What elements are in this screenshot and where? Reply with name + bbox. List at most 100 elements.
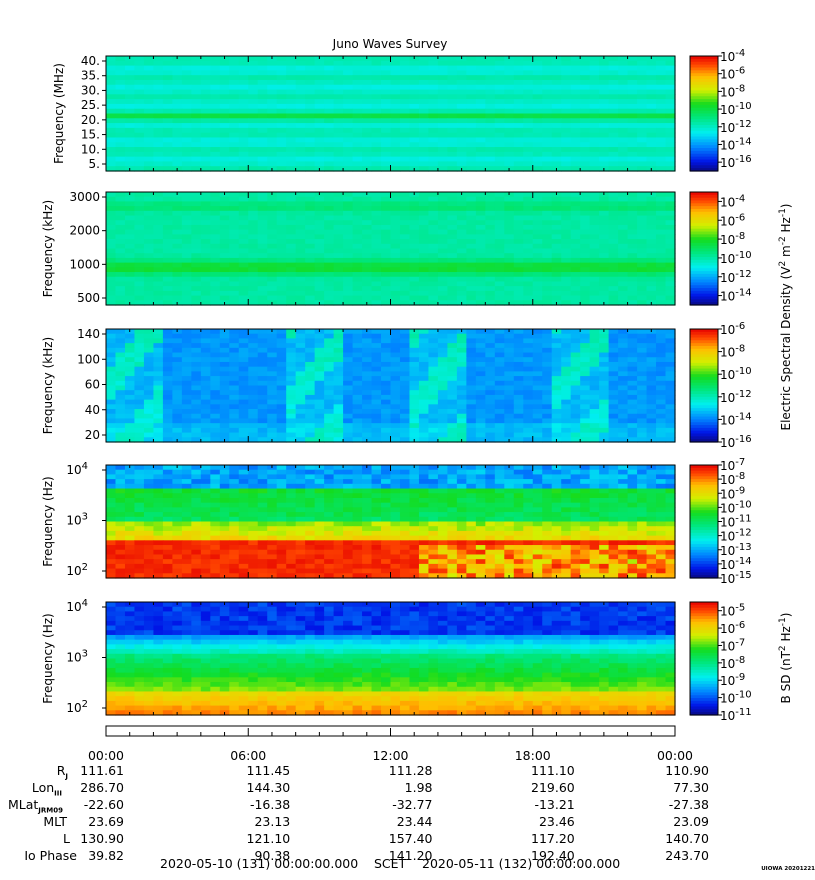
spectrogram-cell bbox=[295, 413, 306, 420]
spectrogram-cell bbox=[219, 127, 230, 134]
colorbar-segment bbox=[690, 379, 718, 384]
spectrogram-cell bbox=[172, 201, 183, 207]
spectrogram-cell bbox=[428, 286, 439, 292]
spectrogram-cell bbox=[618, 94, 629, 100]
spectrogram-cell bbox=[542, 427, 553, 434]
spectrogram-cell bbox=[494, 338, 505, 344]
spectrogram-cell bbox=[200, 75, 211, 81]
spectrogram-cell bbox=[381, 474, 392, 480]
spectrogram-cell bbox=[399, 343, 411, 349]
spectrogram-cell bbox=[589, 84, 600, 91]
spectrogram-cell bbox=[381, 99, 392, 105]
spectrogram-cell bbox=[314, 147, 325, 153]
spectrogram-cell bbox=[637, 267, 648, 273]
spectrogram-cell bbox=[456, 376, 467, 382]
spectrogram-cell bbox=[191, 137, 202, 143]
spectrogram-cell bbox=[314, 220, 325, 226]
spectrogram-cell bbox=[561, 423, 572, 429]
spectrogram-cell bbox=[248, 390, 259, 396]
spectrogram-cell bbox=[513, 127, 524, 134]
spectrogram-cell bbox=[181, 290, 192, 297]
spectrogram-cell bbox=[210, 89, 221, 95]
spectrogram-cell bbox=[267, 60, 278, 67]
spectrogram-cell bbox=[286, 147, 297, 153]
spectrogram-cell bbox=[532, 413, 543, 420]
colorbar-segment bbox=[690, 273, 718, 278]
spectrogram-cell bbox=[504, 118, 515, 124]
spectrogram-cell bbox=[399, 423, 411, 429]
spectrogram-cell bbox=[399, 366, 411, 372]
spectrogram-cell bbox=[551, 295, 562, 301]
spectrogram-cell bbox=[124, 366, 136, 372]
spectrogram-cell bbox=[191, 196, 202, 203]
spectrogram-cell bbox=[447, 262, 458, 268]
spectrogram-cell bbox=[352, 56, 363, 62]
spectrogram-cell bbox=[106, 84, 117, 91]
spectrogram-cell bbox=[371, 234, 382, 240]
spectrogram-cell bbox=[172, 229, 183, 235]
spectrogram-cell bbox=[561, 290, 572, 297]
spectrogram-cell bbox=[106, 469, 117, 476]
spectrogram-cell bbox=[456, 352, 467, 358]
spectrogram-cell bbox=[162, 89, 173, 95]
spectrogram-cell bbox=[276, 357, 287, 363]
spectrogram-cell bbox=[210, 253, 221, 259]
spectrogram-cell bbox=[580, 276, 591, 283]
spectrogram-cell bbox=[513, 385, 524, 391]
spectrogram-cell bbox=[362, 479, 373, 485]
spectrogram-cell bbox=[428, 333, 439, 340]
spectrogram-cell bbox=[153, 361, 164, 368]
spectrogram-cell bbox=[532, 60, 543, 67]
spectrogram-cell bbox=[124, 142, 136, 148]
spectrogram-cell bbox=[390, 371, 401, 377]
spectrogram-cell bbox=[276, 300, 287, 306]
colorbar-segment bbox=[690, 159, 718, 163]
spectrogram-cell bbox=[494, 347, 505, 354]
spectrogram-cell bbox=[399, 192, 411, 198]
spectrogram-cell bbox=[494, 361, 505, 368]
spectrogram-cell bbox=[343, 220, 354, 226]
spectrogram-cell bbox=[200, 79, 211, 86]
spectrogram-cell bbox=[248, 257, 259, 264]
spectrogram-cell bbox=[532, 423, 543, 429]
spectrogram-cell bbox=[665, 483, 676, 490]
spectrogram-cell bbox=[513, 161, 524, 167]
spectrogram-cell bbox=[513, 113, 524, 119]
spectrogram-cell bbox=[456, 286, 467, 292]
spectrogram-cell bbox=[428, 201, 439, 207]
spectrogram-cell bbox=[371, 84, 382, 91]
spectrogram-cell bbox=[162, 399, 173, 405]
spectrogram-cell bbox=[618, 75, 629, 81]
spectrogram-cell bbox=[371, 286, 382, 292]
spectrogram-cell bbox=[352, 469, 363, 476]
spectrogram-cell bbox=[219, 357, 230, 363]
spectrogram-cell bbox=[542, 390, 553, 396]
spectrogram-cell bbox=[172, 127, 183, 134]
spectrogram-cell bbox=[437, 196, 448, 203]
spectrogram-cell bbox=[437, 56, 448, 62]
spectrogram-cell bbox=[523, 89, 534, 95]
spectrogram-cell bbox=[333, 161, 344, 167]
spectrogram-cell bbox=[362, 229, 373, 235]
spectrogram-cell bbox=[399, 399, 411, 405]
spectrogram-cell bbox=[589, 352, 600, 358]
spectrogram-cell bbox=[134, 479, 145, 485]
spectrogram-cell bbox=[532, 262, 543, 268]
spectrogram-cell bbox=[191, 281, 202, 287]
spectrogram-cell bbox=[418, 65, 430, 71]
spectrogram-cell bbox=[589, 215, 600, 221]
spectrogram-cell bbox=[248, 488, 259, 494]
spectrogram-cell bbox=[124, 427, 136, 434]
spectrogram-cell bbox=[162, 137, 173, 143]
spectrogram-cell bbox=[656, 192, 667, 198]
spectrogram-cell bbox=[561, 347, 572, 354]
spectrogram-cell bbox=[229, 409, 240, 415]
spectrogram-cell bbox=[248, 357, 259, 363]
spectrogram-cell bbox=[181, 229, 192, 235]
spectrogram-cell bbox=[153, 206, 164, 212]
spectrogram-cell bbox=[343, 147, 354, 153]
spectrogram-cell bbox=[494, 437, 505, 443]
spectrogram-cell bbox=[106, 432, 117, 438]
spectrogram-cell bbox=[447, 137, 458, 143]
spectrogram-cell bbox=[248, 132, 259, 139]
